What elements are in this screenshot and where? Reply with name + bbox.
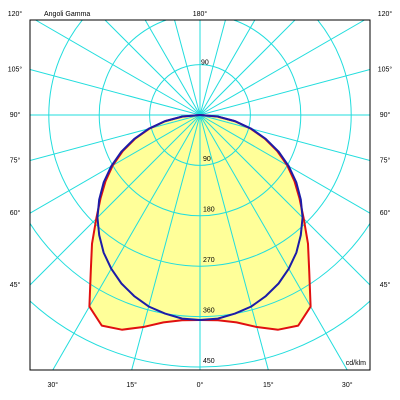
angle-tick-label: 90° [10,111,21,119]
angle-tick-label: 90° [380,111,391,119]
grid-spoke [199,20,256,116]
grid-spoke [30,114,201,214]
grid-spoke [30,114,201,162]
angle-tick-label: 45° [10,281,21,289]
unit-label: cd/klm [346,360,366,367]
grid-spoke [199,20,365,116]
grid-spoke [199,114,370,162]
r-tick-label: 90 [201,59,209,66]
grid-spoke [199,20,296,116]
grid-spoke [199,114,370,286]
label-layer: 90 90 180 270 360 450 0° 15° 15° 30° 30° 45° 45° 60° 6… [8,10,393,389]
angle-tick-label: 15° [126,381,137,389]
angle-tick-label: 60° [10,209,21,217]
grid-spoke [35,20,201,116]
grid-spoke [199,68,370,116]
r-tick-label: 450 [203,358,215,365]
grid-spoke [199,114,370,214]
grid-spoke [52,114,201,370]
r-tick-label: 360 [203,307,215,314]
curve-layer [88,114,312,331]
intensity-curve [96,114,201,321]
angle-tick-label: 45° [380,281,391,289]
grid-spoke [199,114,348,370]
angle-tick-label: 30° [47,381,58,389]
angle-tick-label: 105° [378,65,393,73]
r-tick-label: 270 [203,257,215,264]
angle-tick-label: 0° [197,381,204,389]
angle-tick-label: 30° [342,381,353,389]
grid-spoke [30,68,201,116]
angle-tick-label: 60° [380,209,391,217]
r-tick-label: 180 [203,207,215,214]
angle-tick-label: 120° [378,10,393,18]
grid-spoke [104,20,201,116]
angle-tick-label: 75° [380,156,391,164]
angle-tick-label: 120° [8,10,23,18]
grid-layer [30,20,370,370]
chart-title: Angoli Gamma [44,11,90,18]
angle-tick-label: 15° [263,381,274,389]
grid-spoke [199,20,226,116]
grid-spoke [30,114,201,286]
r-tick-label: 90 [203,156,211,163]
plot-border [29,19,371,371]
angle-tick-label: 105° [8,65,23,73]
angle-tick-label: 180° [193,10,208,18]
grid-spoke [144,20,201,116]
grid-spoke [174,20,201,116]
angle-tick-label: 75° [10,156,21,164]
intensity-curve [199,114,304,321]
